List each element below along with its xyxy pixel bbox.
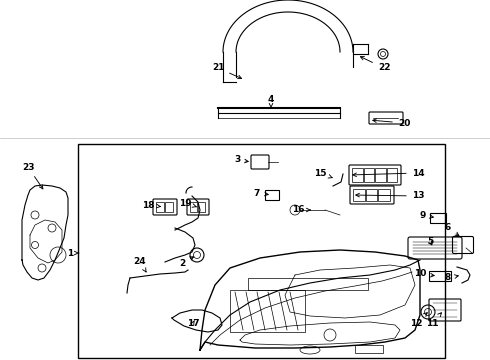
Bar (364, 168, 374, 182)
Text: 12: 12 (410, 313, 427, 328)
Bar (387, 168, 397, 182)
Text: 6: 6 (445, 224, 459, 236)
Bar (430, 213, 446, 223)
Bar (156, 202, 164, 212)
Bar (198, 202, 205, 212)
Text: 16: 16 (292, 206, 310, 215)
Bar (429, 271, 451, 281)
Bar (366, 189, 377, 201)
Bar (355, 345, 383, 353)
Bar (248, 278, 368, 290)
Bar (375, 168, 386, 182)
Bar (190, 202, 197, 212)
Text: 3: 3 (234, 156, 248, 165)
Text: 21: 21 (212, 63, 242, 78)
Text: 22: 22 (361, 57, 390, 72)
Text: 4: 4 (268, 95, 274, 107)
Bar (352, 168, 363, 182)
Bar (230, 290, 305, 332)
Text: 18: 18 (142, 201, 160, 210)
Text: 8: 8 (445, 274, 458, 283)
Text: 23: 23 (22, 162, 43, 189)
Text: 1: 1 (67, 248, 79, 257)
Bar (78, 144, 445, 358)
Text: 9: 9 (420, 211, 433, 220)
Text: 19: 19 (179, 198, 197, 207)
Text: 15: 15 (314, 168, 332, 178)
Bar (353, 189, 365, 201)
Text: 10: 10 (414, 270, 434, 279)
Text: 2: 2 (179, 257, 194, 267)
Text: 5: 5 (427, 238, 433, 247)
Text: 17: 17 (187, 319, 199, 328)
Bar (265, 190, 279, 200)
Text: 20: 20 (373, 118, 410, 127)
Bar (378, 189, 390, 201)
Text: 13: 13 (356, 192, 424, 201)
Text: 24: 24 (134, 257, 147, 272)
Text: 11: 11 (426, 313, 441, 328)
Bar (165, 202, 173, 212)
Text: 7: 7 (254, 189, 268, 198)
Text: 14: 14 (353, 168, 424, 177)
